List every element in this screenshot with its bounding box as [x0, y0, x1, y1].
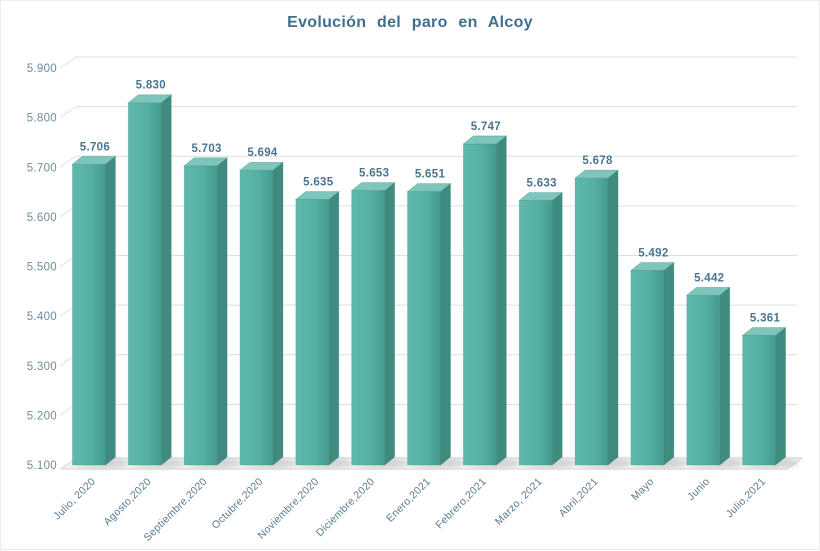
bar-value-label: 5.492 [638, 247, 668, 259]
bar-value-label: 5.830 [136, 80, 166, 92]
bar [294, 190, 340, 466]
bar-side-face [216, 156, 228, 466]
bar-value-label: 5.706 [80, 141, 110, 153]
bar-side-face [495, 135, 507, 466]
category-label: Marzo, 2021 [493, 476, 545, 528]
bar [406, 182, 452, 466]
bar-value-label: 5.678 [582, 155, 613, 167]
y-axis-tick-label: 5.800 [27, 113, 57, 125]
bar-top-face [182, 157, 229, 167]
bar-value-label: 5.653 [359, 168, 389, 180]
y-axis-tick-label: 5.600 [27, 212, 57, 224]
bar [518, 191, 564, 466]
bar-front-face [239, 169, 274, 466]
category-label: Octubre,2020 [210, 476, 266, 532]
bar [685, 286, 731, 466]
y-axis-tick-label: 5.300 [27, 361, 57, 373]
y-axis-tick-label: 5.500 [27, 262, 57, 274]
bar-value-label: 5.633 [527, 177, 557, 189]
category-label: Diciembre,2020 [314, 476, 377, 539]
bar-front-face [518, 200, 553, 466]
y-axis-tick-label: 5.900 [27, 63, 57, 75]
bar [350, 181, 396, 466]
bar-side-face [775, 326, 786, 466]
bar-top-face [406, 183, 452, 192]
bar-side-face [551, 191, 563, 466]
bar-value-label: 5.694 [247, 147, 278, 159]
bar [238, 161, 285, 466]
bar-side-face [607, 169, 619, 466]
bar-front-face [462, 143, 497, 466]
bar-top-face [741, 327, 787, 336]
bar-top-face [573, 169, 620, 179]
bar-front-face [630, 270, 665, 466]
bar-front-face [407, 191, 441, 466]
bar [127, 93, 173, 466]
bar-front-face [127, 102, 162, 466]
bar [573, 169, 620, 466]
bar-value-label: 5.747 [471, 121, 501, 133]
bar-value-label: 5.361 [750, 312, 781, 324]
bar-side-face [384, 181, 396, 466]
bar-side-face [272, 161, 284, 466]
category-label: Julio,2021 [724, 476, 768, 520]
bar [629, 261, 676, 466]
bar-value-label: 5.442 [694, 272, 724, 284]
bar-side-face [160, 93, 172, 466]
bar-value-label: 5.703 [191, 143, 221, 155]
bar-side-face [719, 286, 731, 466]
bar-side-face [105, 155, 116, 466]
category-label: Mayo [629, 476, 656, 503]
category-label: Abril,2021 [557, 476, 601, 520]
gridline-depth-tick [59, 155, 77, 168]
bar [71, 155, 117, 466]
bar-top-face [518, 192, 564, 201]
y-axis-tick-label: 5.200 [27, 410, 57, 422]
bar-front-face [686, 294, 721, 466]
category-label: Agosto,2020 [101, 476, 154, 529]
category-label: Julio, 2020 [51, 476, 98, 523]
bar-top-face [685, 286, 731, 296]
y-axis-tick-label: 5.100 [27, 460, 57, 472]
bar-top-face [71, 155, 117, 165]
bar-side-face [663, 261, 675, 466]
category-label: Febrero,2021 [433, 476, 489, 532]
category-label: Junio [685, 476, 712, 503]
gridline-depth-tick [59, 106, 77, 119]
bar-front-face [742, 335, 776, 466]
y-axis-tick-label: 5.400 [27, 311, 57, 323]
bar-top-face [350, 182, 396, 191]
bar-top-face [462, 135, 508, 145]
bar-top-face [629, 262, 676, 271]
bar [182, 156, 229, 466]
bar-front-face [295, 199, 330, 466]
bar-value-label: 5.651 [415, 169, 446, 181]
category-label: Enero,2021 [384, 476, 433, 525]
bar-front-face [351, 190, 386, 466]
bar-front-face [183, 165, 218, 466]
bar [741, 326, 787, 466]
chart-title: Evolución del paro en Alcoy [287, 14, 533, 31]
gridline-depth-tick [59, 56, 77, 69]
bar-top-face [294, 191, 340, 200]
bar-side-face [328, 190, 340, 466]
bar-top-face [127, 94, 173, 104]
bar-value-label: 5.635 [303, 177, 334, 189]
y-axis-tick-label: 5.700 [27, 162, 57, 174]
bar-front-face [72, 163, 106, 466]
bar-side-face [440, 182, 451, 466]
bar-front-face [574, 177, 609, 466]
bar-top-face [238, 161, 285, 171]
category-label: Noviembre,2020 [255, 476, 321, 542]
bar [462, 135, 508, 466]
